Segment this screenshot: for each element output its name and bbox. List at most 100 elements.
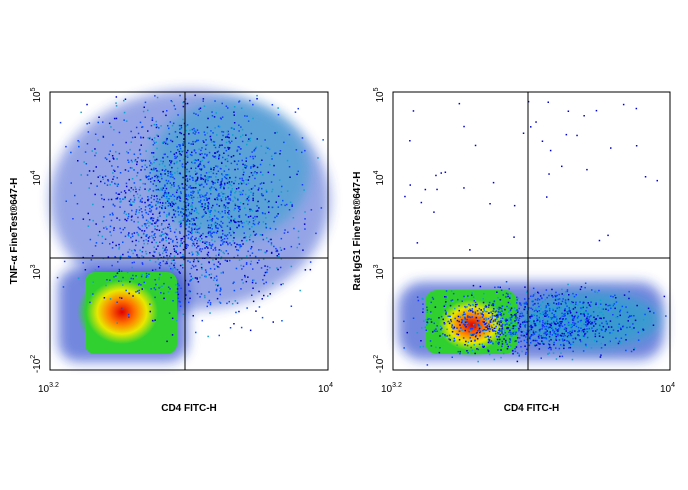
event-dot xyxy=(544,333,547,335)
event-dot xyxy=(220,191,223,194)
event-dot xyxy=(548,340,551,342)
event-dot xyxy=(242,134,244,136)
tick-exponent: 3.2 xyxy=(392,382,402,389)
event-dot xyxy=(192,223,194,226)
event-dot xyxy=(531,308,534,311)
event-dot xyxy=(530,342,532,344)
event-dot xyxy=(488,342,491,344)
event-dot xyxy=(544,312,546,315)
event-dot xyxy=(219,287,222,289)
event-dot xyxy=(97,121,99,124)
event-dot xyxy=(519,315,521,317)
event-dot xyxy=(573,295,576,298)
event-dot xyxy=(409,184,411,186)
event-dot xyxy=(251,210,254,212)
event-dot xyxy=(166,156,169,158)
event-dot xyxy=(541,311,544,313)
event-dot xyxy=(209,187,211,190)
event-dot xyxy=(114,205,116,207)
event-dot xyxy=(162,233,165,235)
event-dot xyxy=(558,302,560,304)
event-dot xyxy=(94,133,97,135)
event-dot xyxy=(267,171,270,174)
event-dot xyxy=(566,311,568,313)
event-dot xyxy=(229,327,232,329)
event-dot xyxy=(542,335,544,337)
event-dot xyxy=(519,323,522,325)
event-dot xyxy=(625,306,627,308)
event-dot xyxy=(220,168,222,170)
event-dot xyxy=(432,298,435,300)
event-dot xyxy=(214,209,216,212)
event-dot xyxy=(123,99,125,102)
event-dot xyxy=(611,304,613,307)
event-dot xyxy=(502,333,505,336)
tick-base: 10 xyxy=(32,91,43,103)
event-dot xyxy=(176,241,179,244)
event-dot xyxy=(441,327,443,329)
event-dot xyxy=(233,114,235,116)
event-dot xyxy=(171,216,174,219)
event-dot xyxy=(525,332,528,334)
event-dot xyxy=(483,310,486,312)
event-dot xyxy=(301,151,303,154)
event-dot xyxy=(228,217,230,220)
event-dot xyxy=(436,330,438,332)
event-dot xyxy=(482,329,484,332)
event-dot xyxy=(247,223,250,225)
event-dot xyxy=(223,238,226,240)
event-dot xyxy=(226,174,229,176)
event-dot xyxy=(157,135,159,137)
event-dot xyxy=(541,328,543,330)
event-dot xyxy=(466,321,469,323)
event-dot xyxy=(483,332,485,335)
event-dot xyxy=(196,177,199,179)
event-dot xyxy=(283,232,286,234)
event-dot xyxy=(535,307,537,309)
event-dot xyxy=(265,281,267,284)
event-dot xyxy=(504,308,506,311)
event-dot xyxy=(598,327,600,330)
event-dot xyxy=(138,206,141,208)
event-dot xyxy=(191,245,193,247)
event-dot xyxy=(252,268,254,270)
event-dot xyxy=(173,250,176,252)
event-dot xyxy=(241,159,243,162)
event-dot xyxy=(181,264,184,266)
event-dot xyxy=(277,268,279,271)
event-dot xyxy=(172,202,174,205)
event-dot xyxy=(211,180,213,183)
event-dot xyxy=(164,206,166,208)
event-dot xyxy=(252,155,254,158)
event-dot xyxy=(178,231,181,233)
event-dot xyxy=(155,167,157,170)
event-dot xyxy=(117,269,120,271)
event-dot xyxy=(221,139,223,141)
event-dot xyxy=(508,324,511,326)
event-dot xyxy=(642,329,645,331)
event-dot xyxy=(145,235,148,237)
event-dot xyxy=(217,211,220,213)
event-dot xyxy=(444,309,447,312)
event-dot xyxy=(148,225,150,227)
event-dot xyxy=(179,225,182,227)
event-dot xyxy=(619,341,621,344)
event-dot xyxy=(173,262,176,265)
event-dot xyxy=(224,212,226,214)
event-dot xyxy=(588,327,590,330)
event-dot xyxy=(512,325,515,327)
event-dot xyxy=(444,303,447,306)
event-dot xyxy=(184,204,187,207)
event-dot xyxy=(65,200,67,202)
event-dot xyxy=(153,161,155,164)
event-dot xyxy=(590,347,593,349)
event-dot xyxy=(546,320,549,322)
event-dot xyxy=(191,277,194,280)
event-dot xyxy=(156,170,158,172)
event-dot xyxy=(178,284,180,287)
event-dot xyxy=(476,331,478,334)
event-dot xyxy=(464,324,466,326)
event-dot xyxy=(571,308,573,311)
event-dot xyxy=(173,255,176,257)
cloud xyxy=(430,293,514,357)
